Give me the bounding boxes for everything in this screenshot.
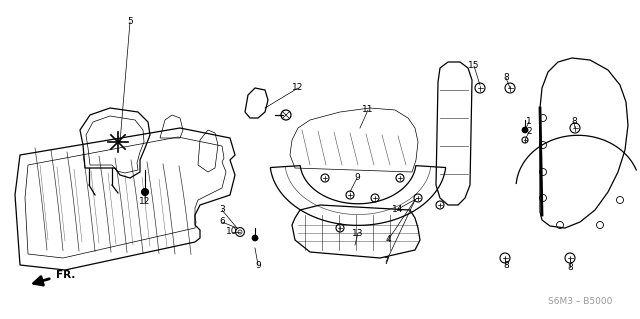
Text: 6: 6 [219, 218, 225, 226]
Circle shape [252, 235, 258, 241]
Text: 11: 11 [362, 106, 374, 115]
Circle shape [522, 127, 528, 133]
Text: 4: 4 [385, 235, 391, 244]
Text: 3: 3 [219, 205, 225, 214]
Text: 9: 9 [255, 261, 261, 270]
Text: 9: 9 [354, 174, 360, 182]
Text: S6M3 – B5000: S6M3 – B5000 [548, 298, 612, 307]
Text: 10: 10 [227, 227, 237, 236]
Text: 13: 13 [352, 228, 364, 238]
Text: 12: 12 [140, 197, 150, 206]
Text: 14: 14 [392, 204, 404, 213]
Text: 2: 2 [526, 128, 532, 137]
Text: 1: 1 [526, 117, 532, 127]
Text: 5: 5 [127, 18, 133, 26]
Circle shape [141, 189, 148, 196]
Text: 7: 7 [383, 257, 389, 266]
Text: 8: 8 [503, 261, 509, 270]
Text: 8: 8 [571, 117, 577, 127]
Text: 12: 12 [292, 84, 304, 93]
Text: 8: 8 [503, 73, 509, 83]
Text: FR.: FR. [56, 270, 76, 280]
Text: 15: 15 [468, 62, 480, 70]
Text: 8: 8 [567, 263, 573, 271]
